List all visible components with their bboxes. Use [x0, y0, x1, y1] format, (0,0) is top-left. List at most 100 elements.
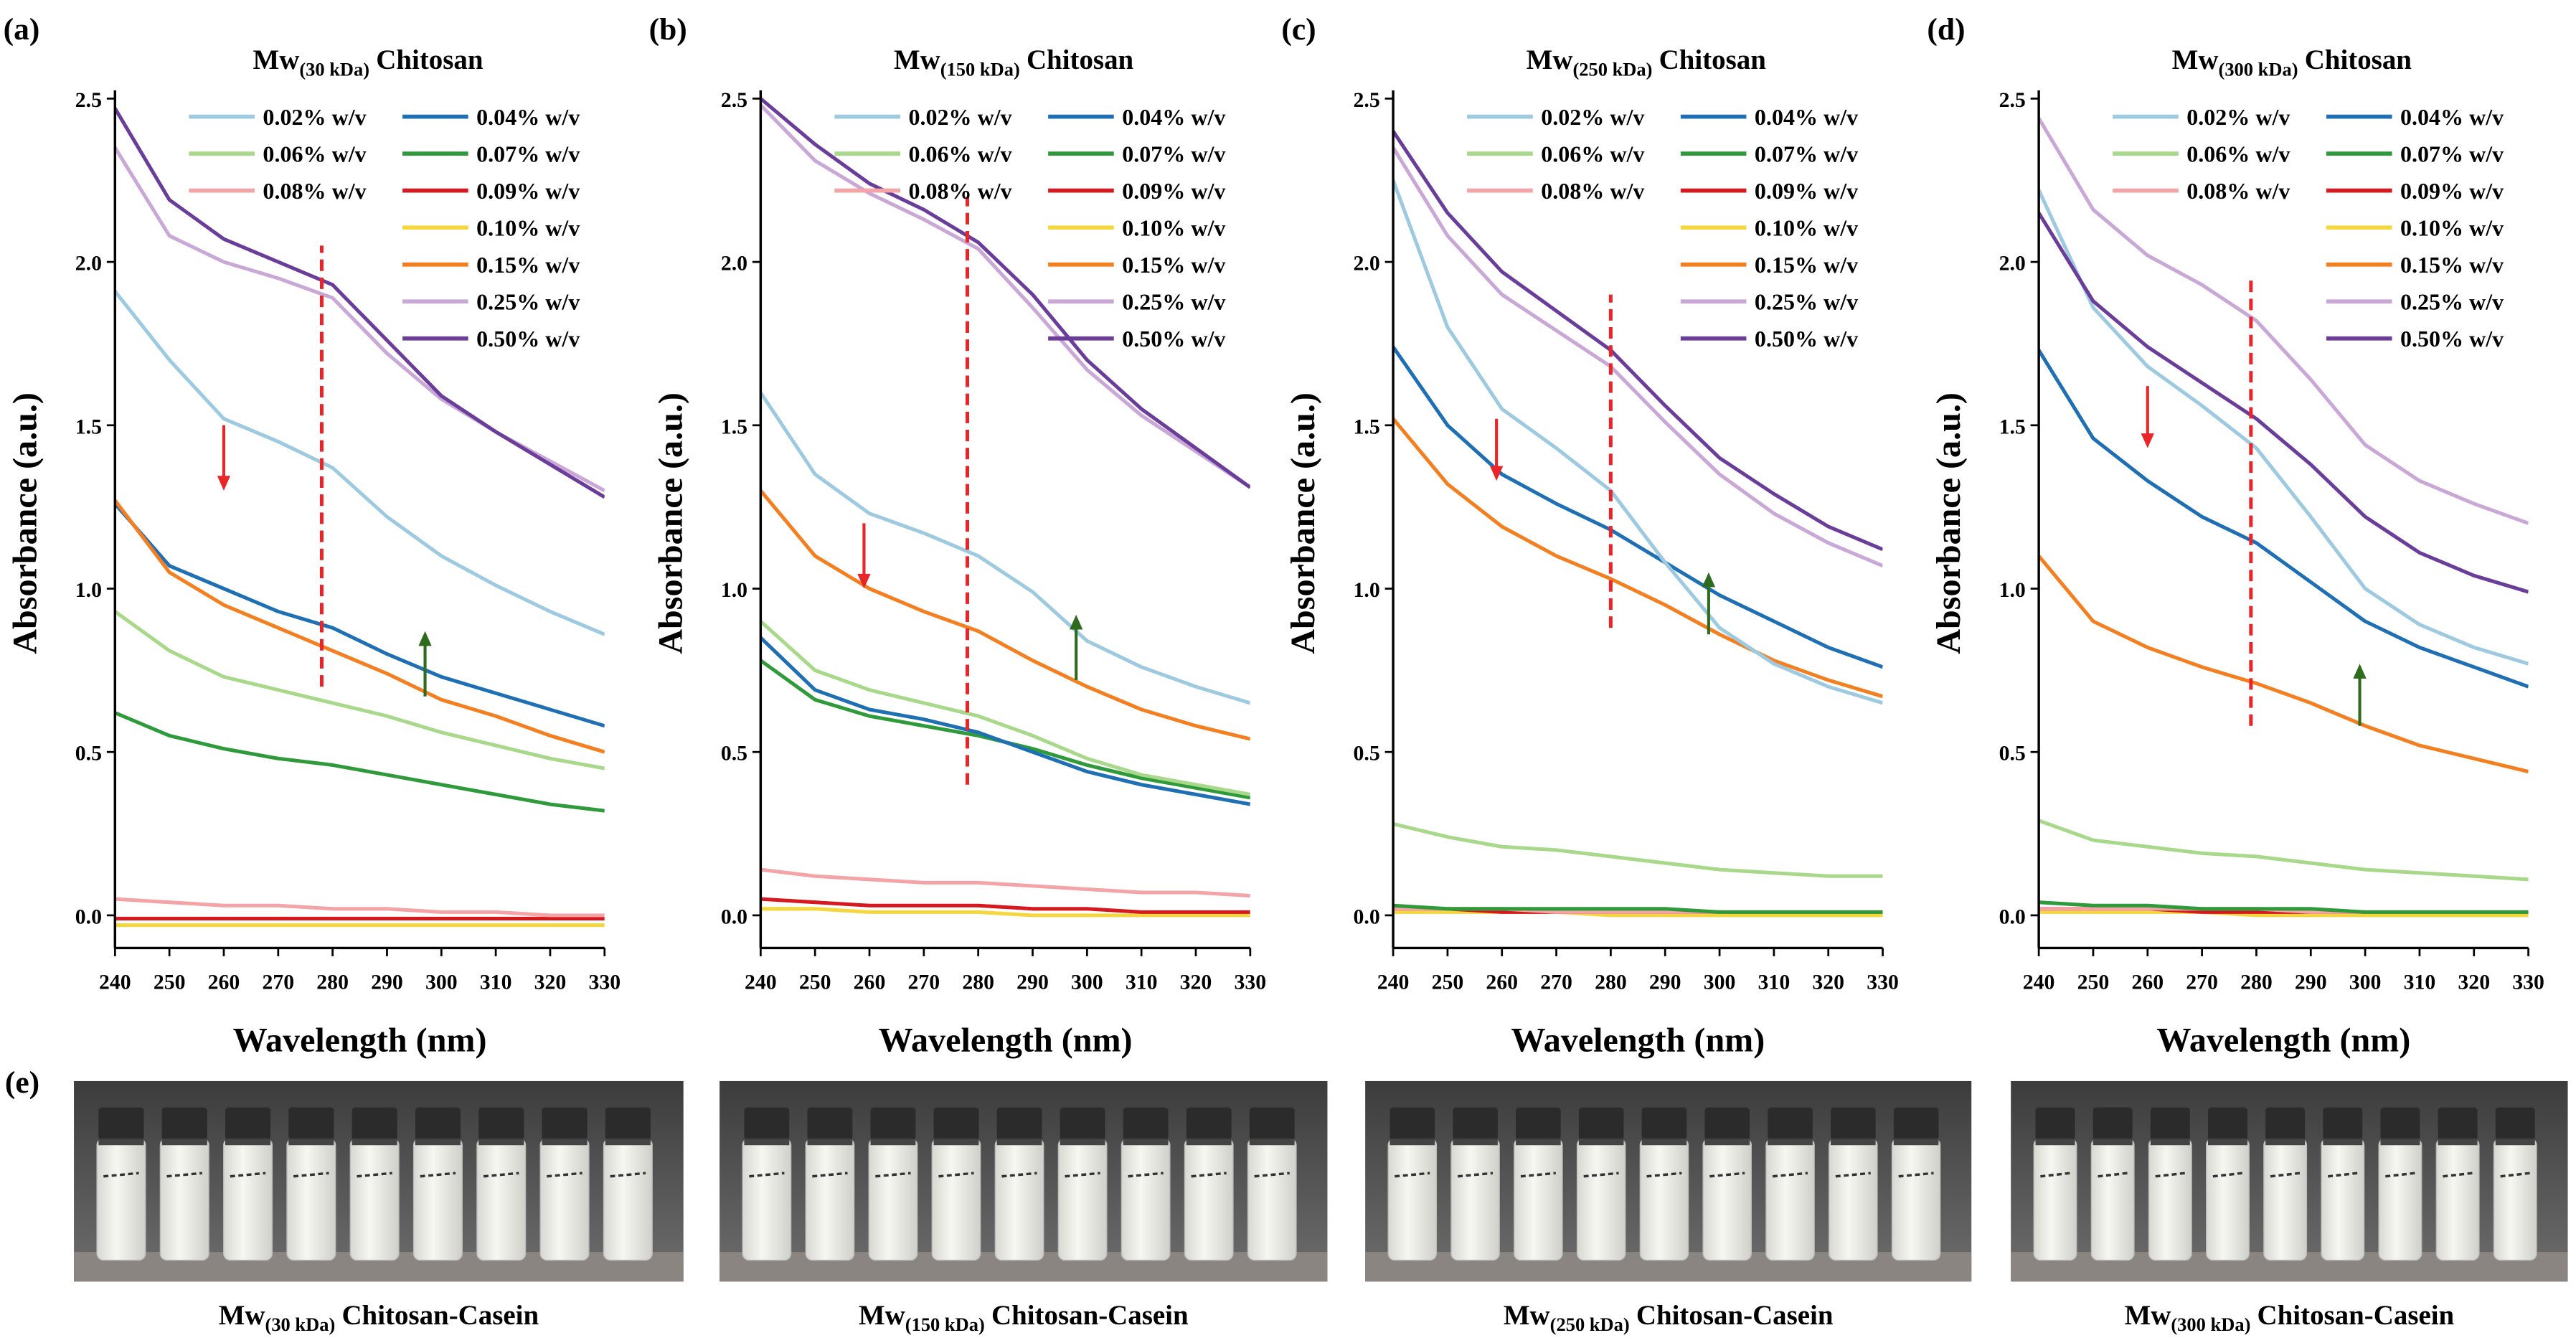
title-subscript: (150 kDa) [940, 58, 1020, 80]
subscript-title: Mw(300 kDa) Chitosan-Casein [2125, 1300, 2455, 1335]
title-subscript: (30 kDa) [299, 58, 369, 80]
series-line [2039, 555, 2529, 773]
vial-writing [1128, 1172, 1164, 1178]
vial-writing [2212, 1172, 2243, 1178]
legend-label: 0.08% w/v [908, 178, 1012, 204]
vial-body [1576, 1138, 1626, 1261]
y-axis-label: Absorbance (a.u.) [6, 392, 44, 654]
x-tick-label: 330 [1234, 971, 1266, 994]
title-rest: Chitosan-Casein [2257, 1300, 2455, 1331]
x-tick-label: 260 [1486, 971, 1518, 994]
legend-label: 0.08% w/v [263, 178, 367, 204]
vial-body [1702, 1138, 1752, 1261]
title-subscript: (150 kDa) [905, 1314, 985, 1335]
title-subscript: (300 kDa) [2171, 1314, 2250, 1335]
vial-writing [1254, 1172, 1290, 1178]
x-tick-label: 320 [1180, 971, 1212, 994]
x-axis-label: Wavelength (nm) [233, 1022, 487, 1060]
vial-cap [1831, 1107, 1876, 1141]
vial-writing [2155, 1172, 2186, 1178]
y-tick-label: 0.0 [1354, 905, 1380, 928]
title-rest: Chitosan-Casein [991, 1300, 1189, 1331]
legend-label: 0.10% w/v [2400, 215, 2504, 241]
x-tick-label: 300 [1704, 971, 1736, 994]
vial-cap [1641, 1107, 1687, 1141]
y-tick-label: 2.5 [1999, 88, 2026, 112]
panel: Mw(30 kDa) Chitosan 240 250 260 270 280 290 300 3… [75, 44, 621, 994]
title-main: Mw [2172, 44, 2219, 75]
vial-body [868, 1138, 918, 1261]
y-tick-label: 0.0 [1999, 905, 2026, 928]
series-line [760, 103, 1250, 489]
vial-body [994, 1138, 1044, 1261]
y-tick-label: 0.5 [1354, 742, 1380, 765]
legend-label: 0.04% w/v [476, 104, 580, 130]
vial-neck [1186, 1139, 1232, 1146]
vial-neck [352, 1139, 397, 1146]
vial-cap [1578, 1107, 1624, 1141]
series-line [2039, 819, 2529, 882]
y-tick-label: 0.0 [75, 905, 102, 928]
vial-writing [357, 1172, 393, 1178]
vial-body [539, 1138, 590, 1261]
vial-cap [870, 1107, 916, 1141]
vial-cap [2380, 1107, 2420, 1141]
vial-neck [1390, 1139, 1435, 1146]
vial-cap [1123, 1107, 1169, 1141]
vial-writing [1457, 1172, 1494, 1178]
legend-label: 0.15% w/v [2400, 252, 2504, 278]
arrow-head [418, 631, 432, 646]
vial-body [1765, 1138, 1815, 1261]
y-tick-label: 0.5 [1999, 742, 2026, 765]
legend-label: 0.06% w/v [263, 141, 367, 167]
legend-label: 0.25% w/v [2400, 289, 2504, 315]
vial-neck [542, 1139, 588, 1146]
legend-label: 0.50% w/v [476, 326, 580, 352]
arrow-head [857, 573, 871, 589]
y-tick-label: 2.0 [721, 252, 747, 275]
arrow-head [2353, 664, 2367, 679]
vial-body [1387, 1138, 1438, 1261]
vial-cap [415, 1107, 461, 1141]
vial-cap [225, 1107, 271, 1141]
x-tick-label: 280 [2240, 971, 2273, 994]
vial-cap [2208, 1107, 2247, 1141]
title-rest: Chitosan [1659, 44, 1767, 75]
x-tick-label: 310 [1126, 971, 1158, 994]
vial-writing [812, 1172, 848, 1178]
vial-writing [103, 1172, 139, 1178]
photo: Mw(30 kDa) Chitosan-Casein [74, 1080, 684, 1335]
arrow-head [1489, 466, 1504, 481]
x-axis-label: Wavelength (nm) [2156, 1022, 2410, 1060]
vial-body [742, 1138, 792, 1261]
legend: 0.02% w/v 0.04% w/v 0.06% w/v 0.07% w/v 0.08… [2113, 104, 2504, 352]
vial-writing [1772, 1172, 1808, 1178]
legend-label: 0.02% w/v [2186, 104, 2290, 130]
vial-neck [1641, 1139, 1687, 1146]
panel-label: (d) [1927, 12, 1965, 47]
vial-cap [1186, 1107, 1232, 1141]
vial-neck [2208, 1139, 2247, 1146]
legend-label: 0.08% w/v [1541, 178, 1645, 204]
x-tick-label: 310 [2404, 971, 2436, 994]
legend-label: 0.07% w/v [1122, 141, 1226, 167]
vial-writing [1583, 1172, 1619, 1178]
y-tick-label: 1.0 [75, 578, 102, 602]
legend-label: 0.02% w/v [1541, 104, 1645, 130]
vial-cap [98, 1107, 144, 1141]
panel-label: (a) [4, 12, 40, 47]
x-tick-label: 300 [1071, 971, 1103, 994]
vial-writing [483, 1172, 519, 1178]
photo: Mw(150 kDa) Chitosan-Casein [720, 1080, 1328, 1335]
vial-neck [2150, 1139, 2190, 1146]
vial-body [349, 1138, 400, 1261]
vial-cap [807, 1107, 853, 1141]
legend-label: 0.06% w/v [908, 141, 1012, 167]
vial-neck [2495, 1139, 2535, 1146]
legend-label: 0.15% w/v [1122, 252, 1226, 278]
vial-body [223, 1138, 273, 1261]
vial-cap [933, 1107, 979, 1141]
x-tick-label: 330 [588, 971, 621, 994]
x-tick-label: 290 [1016, 971, 1049, 994]
legend-label: 0.15% w/v [476, 252, 580, 278]
